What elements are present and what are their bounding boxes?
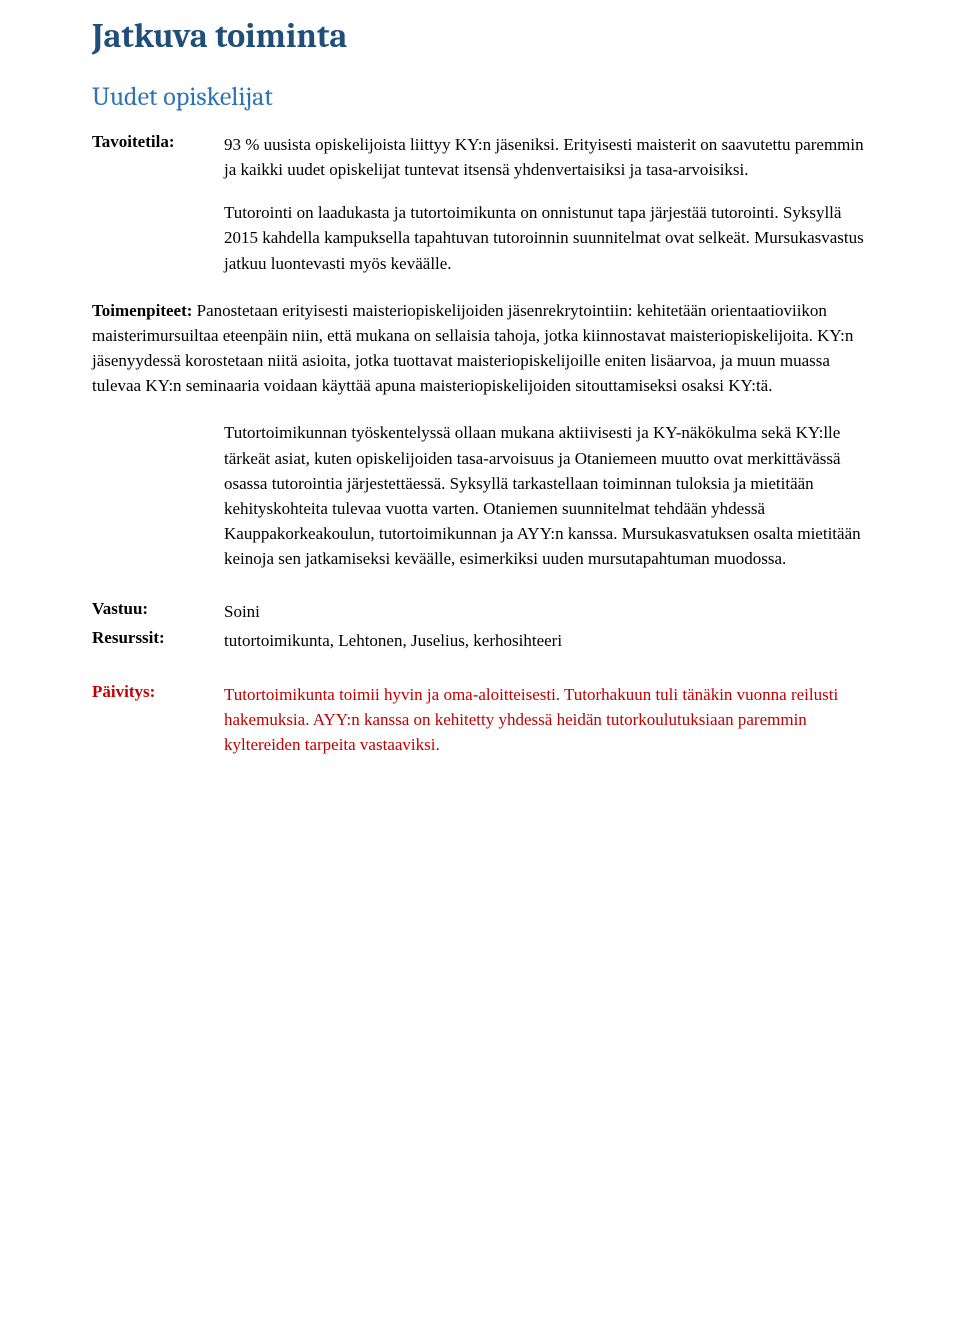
toimenpiteet-first-paragraph: Toimenpiteet: Panostetaan erityisesti ma…: [92, 298, 868, 399]
label-vastuu: Vastuu:: [92, 599, 224, 624]
toimenpiteet-paragraph-2: Tutortoimikunnan työskentelyssä ollaan m…: [224, 420, 868, 571]
resurssit-text: tutortoimikunta, Lehtonen, Juselius, ker…: [224, 628, 868, 653]
section-paivitys: Päivitys: Tutortoimikunta toimii hyvin j…: [92, 682, 868, 757]
value-tavoitetila: 93 % uusista opiskelijoista liittyy KY:n…: [224, 132, 868, 276]
section-toimenpiteet: Toimenpiteet: Panostetaan erityisesti ma…: [92, 298, 868, 399]
label-toimenpiteet: Toimenpiteet:: [92, 301, 192, 320]
paivitys-text: Tutortoimikunta toimii hyvin ja oma-aloi…: [224, 682, 868, 757]
section-tavoitetila: Tavoitetila: 93 % uusista opiskelijoista…: [92, 132, 868, 276]
tavoitetila-paragraph-1: 93 % uusista opiskelijoista liittyy KY:n…: [224, 132, 868, 182]
value-resurssit: tutortoimikunta, Lehtonen, Juselius, ker…: [224, 628, 868, 653]
toimenpiteet-first-text: Panostetaan erityisesti maisteriopiskeli…: [92, 301, 853, 395]
value-paivitys: Tutortoimikunta toimii hyvin ja oma-aloi…: [224, 682, 868, 757]
toimenpiteet-indented: Tutortoimikunnan työskentelyssä ollaan m…: [224, 420, 868, 571]
page-heading-2: Uudet opiskelijat: [92, 83, 868, 112]
section-resurssit: Resurssit: tutortoimikunta, Lehtonen, Ju…: [92, 628, 868, 653]
section-vastuu: Vastuu: Soini: [92, 599, 868, 624]
label-paivitys: Päivitys:: [92, 682, 224, 757]
value-vastuu: Soini: [224, 599, 868, 624]
vastuu-text: Soini: [224, 599, 868, 624]
label-tavoitetila: Tavoitetila:: [92, 132, 224, 276]
page-heading-1: Jatkuva toiminta: [92, 18, 868, 55]
tavoitetila-paragraph-2: Tutorointi on laadukasta ja tutortoimiku…: [224, 200, 868, 275]
label-resurssit: Resurssit:: [92, 628, 224, 653]
